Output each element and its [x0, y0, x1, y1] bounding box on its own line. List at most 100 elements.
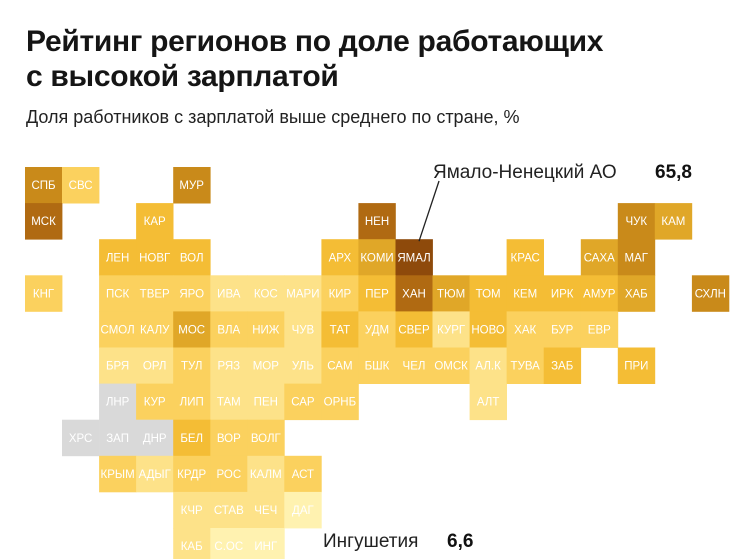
region-tile-fill	[62, 167, 100, 204]
region-tile-чук: ЧУК	[617, 203, 656, 240]
region-tile-fill	[395, 347, 433, 384]
region-tile-fill	[136, 311, 174, 348]
region-tile-fill	[358, 203, 396, 240]
region-tile-fill	[62, 419, 100, 457]
region-tile-fill	[543, 311, 582, 348]
region-tile-fill	[469, 347, 507, 384]
region-code-label: ХАБ	[625, 288, 648, 300]
region-tile-мур: МУР	[173, 167, 211, 204]
region-tile-новг: НОВГ	[136, 239, 174, 276]
callout-label-ingushetia: Ингушетия	[323, 531, 418, 552]
region-tile-fill	[321, 347, 359, 384]
region-code-label: КЧР	[181, 505, 203, 517]
region-tile-ряз: РЯЗ	[210, 347, 248, 384]
region-tile-fill	[506, 311, 544, 348]
region-tile-fill	[99, 419, 137, 457]
region-tile-fill	[136, 383, 174, 421]
region-tile-fill	[284, 275, 322, 312]
region-tile-алт: АЛТ	[469, 383, 507, 421]
region-code-label: КНГ	[33, 288, 55, 300]
region-code-label: КРАС	[511, 252, 540, 264]
region-code-label: ХАН	[402, 288, 426, 300]
region-code-label: КОС	[254, 288, 278, 300]
region-tile-спб: СПБ	[25, 167, 63, 204]
region-tile-вла: ВЛА	[210, 311, 248, 348]
region-tile-fill	[136, 347, 174, 384]
region-code-label: ИНГ	[254, 541, 278, 553]
region-tile-лип: ЛИП	[173, 383, 211, 421]
region-tile-кнг: КНГ	[25, 275, 63, 312]
region-tile-fill	[432, 311, 470, 348]
region-code-label: КУР	[144, 397, 166, 409]
region-code-label: ТАТ	[330, 324, 350, 336]
region-tile-сос: С.ОС	[210, 528, 248, 559]
region-code-label: ЯРО	[179, 288, 204, 300]
region-tile-fill	[506, 275, 544, 312]
region-tile-калу: КАЛУ	[136, 311, 174, 348]
region-code-label: ЧУК	[625, 216, 647, 228]
region-tile-омск: ОМСК	[432, 347, 470, 384]
region-tile-ирк: ИРК	[543, 275, 582, 312]
region-tile-пер: ПЕР	[358, 275, 396, 312]
region-tile-рос: РОС	[210, 455, 248, 493]
region-tile-тюм: ТЮМ	[432, 275, 470, 312]
region-code-label: КОМИ	[360, 252, 393, 264]
region-tile-сар: САР	[284, 383, 322, 421]
region-tile-кир: КИР	[321, 275, 359, 312]
region-tile-твер: ТВЕР	[136, 275, 174, 312]
region-tile-fill	[247, 347, 285, 384]
region-tile-орнб: ОРНБ	[321, 383, 359, 421]
region-code-label: СХЛН	[695, 288, 726, 300]
region-tile-лен: ЛЕН	[99, 239, 137, 276]
region-code-label: КИР	[329, 288, 352, 300]
region-tile-лнр: ЛНР	[99, 383, 137, 421]
region-code-label: ВЛА	[217, 324, 240, 336]
region-tile-крдр: КРДР	[173, 455, 211, 493]
region-tile-смол: СМОЛ	[99, 311, 137, 348]
region-tile-fill	[136, 239, 174, 276]
region-tile-fill	[321, 239, 359, 276]
region-tile-fill	[691, 275, 730, 312]
region-code-label: ОРНБ	[324, 397, 356, 409]
region-code-label: ХРС	[69, 433, 93, 445]
region-tile-пск: ПСК	[99, 275, 137, 312]
region-tile-fill	[247, 491, 285, 529]
region-tile-евр: ЕВР	[580, 311, 619, 348]
region-code-label: ЗАБ	[551, 361, 573, 373]
region-tile-fill	[210, 528, 248, 559]
region-tile-fill	[432, 347, 470, 384]
region-tile-fill	[543, 275, 582, 312]
region-tile-схлн: СХЛН	[691, 275, 730, 312]
region-tile-fill	[469, 383, 507, 421]
region-tile-там: ТАМ	[210, 383, 248, 421]
region-tile-fill	[284, 311, 322, 348]
region-code-label: ЧУВ	[292, 324, 315, 336]
region-tile-fill	[173, 383, 211, 421]
region-tile-fill	[210, 383, 248, 421]
region-tile-fill	[617, 239, 656, 276]
region-tile-орл: ОРЛ	[136, 347, 174, 384]
region-code-label: КАР	[144, 216, 166, 228]
region-tile-fill	[358, 347, 396, 384]
callout-label-yamal: Ямало-Ненецкий АО	[433, 162, 617, 183]
region-code-label: КАБ	[181, 541, 203, 553]
region-tile-fill	[173, 419, 211, 457]
region-tile-алк: АЛ.К	[469, 347, 507, 384]
region-tile-кург: КУРГ	[432, 311, 470, 348]
region-tile-fill	[136, 203, 174, 240]
region-tile-даг: ДАГ	[284, 491, 322, 529]
region-code-label: СТАВ	[214, 505, 244, 517]
region-code-label: ЛИП	[180, 397, 204, 409]
region-tile-чел: ЧЕЛ	[395, 347, 433, 384]
region-code-label: ЛЕН	[106, 252, 130, 264]
region-code-label: САМ	[327, 361, 352, 373]
region-tile-fill	[284, 491, 322, 529]
region-tile-адыг: АДЫГ	[136, 455, 174, 493]
region-code-label: ИВА	[217, 288, 241, 300]
region-tile-fill	[210, 311, 248, 348]
region-code-label: БШК	[365, 361, 390, 373]
region-tile-чеч: ЧЕЧ	[247, 491, 285, 529]
region-code-label: АЛТ	[477, 397, 500, 409]
region-code-label: БУР	[551, 324, 574, 336]
region-tile-fill	[247, 383, 285, 421]
